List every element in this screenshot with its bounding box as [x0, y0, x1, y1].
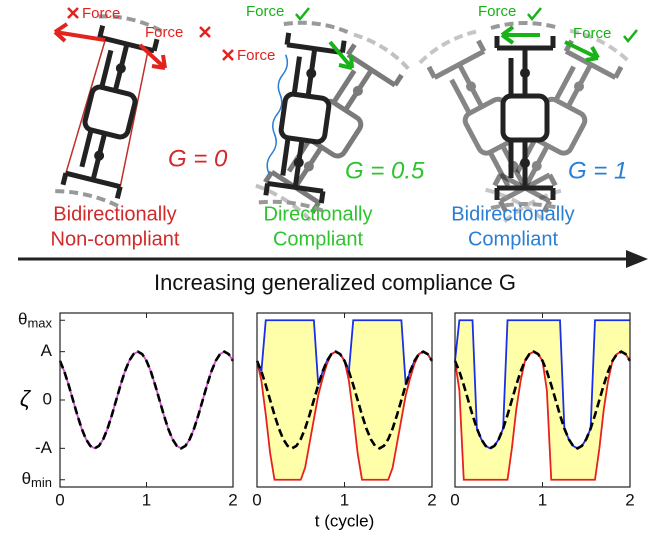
category-label: Compliant: [273, 228, 363, 250]
category-label: Directionally: [264, 203, 373, 225]
cross-icon: [222, 49, 234, 61]
x-tick-label: 2: [427, 490, 436, 509]
x-axis-label: t (cycle): [315, 511, 375, 530]
force-label: Force: [237, 47, 275, 64]
x-tick-label: 1: [538, 490, 547, 509]
arrow-label: Increasing generalized compliance G: [154, 270, 516, 295]
series-line: [58, 350, 235, 450]
y-tick-label: θmax: [18, 310, 53, 331]
arrow-head: [626, 250, 648, 268]
x-tick-label: 0: [450, 490, 459, 509]
band: [455, 320, 630, 480]
robot: [55, 12, 166, 208]
y-tick-label: -A: [35, 438, 53, 457]
x-tick-label: 2: [228, 490, 237, 509]
x-tick-label: 0: [55, 490, 64, 509]
category-label: Compliant: [468, 228, 558, 250]
force-label: Force: [145, 24, 183, 41]
y-tick-label: 0: [43, 389, 52, 408]
x-tick-label: 0: [252, 490, 261, 509]
x-tick-label: 1: [340, 490, 349, 509]
cross-icon: [67, 7, 79, 19]
series-line: [59, 350, 234, 450]
force-arrow: [138, 43, 167, 70]
force-label: Force: [573, 25, 611, 42]
check-icon: [623, 29, 638, 43]
check-icon: [527, 7, 542, 21]
cross-icon: [199, 26, 211, 38]
gain-label: G = 0.5: [345, 157, 425, 184]
x-tick-label: 1: [142, 490, 151, 509]
y-tick-label: A: [41, 341, 53, 360]
force-label: Force: [478, 3, 516, 20]
robot: [418, 23, 633, 222]
robot: [252, 18, 418, 233]
force-label: Force: [246, 3, 284, 20]
x-tick-label: 2: [625, 490, 634, 509]
force-arrow: [564, 40, 600, 62]
force-label: Force: [82, 5, 120, 22]
robot-diagram: Force Force Force Force Force Force G = …: [18, 3, 648, 295]
force-arrow: [500, 25, 540, 45]
force-arrow: [53, 22, 106, 43]
force-arrow: [328, 40, 354, 70]
plot: 0 1 2: [450, 312, 635, 509]
series-line: [255, 350, 434, 450]
check-icon: [295, 7, 310, 21]
y-tick-label: θmin: [22, 469, 52, 490]
gain-label: G = 1: [568, 157, 627, 184]
series-line: [453, 350, 632, 450]
gain-label: G = 0: [168, 145, 228, 172]
category-label: Non-compliant: [51, 228, 180, 250]
axes-frame: [59, 312, 234, 488]
category-label: Bidirectionally: [451, 203, 574, 225]
plot: 0 1 2 t (cycle): [252, 312, 437, 530]
y-axis-label: ζ: [20, 386, 32, 411]
category-label: Bidirectionally: [53, 203, 176, 225]
